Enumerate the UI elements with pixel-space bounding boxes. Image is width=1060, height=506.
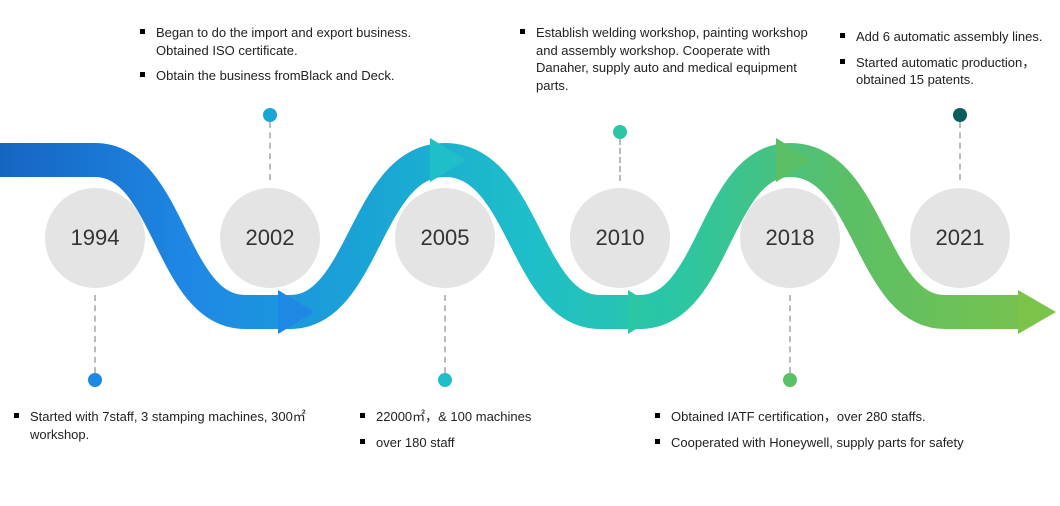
- connector-2010: [619, 139, 621, 181]
- year-label: 2018: [766, 225, 815, 251]
- note-item: Cooperated with Honeywell, supply parts …: [655, 434, 1015, 452]
- year-2005: 2005: [395, 188, 495, 288]
- note-1994: Started with 7staff, 3 stamping machines…: [14, 408, 314, 451]
- note-item: Establish welding workshop, painting wor…: [520, 24, 820, 94]
- note-item: Obtain the business fromBlack and Deck.: [140, 67, 440, 85]
- note-item: 22000㎡，& 100 machines: [360, 408, 610, 426]
- connector-2002: [269, 122, 271, 180]
- dot-2010: [613, 125, 627, 139]
- note-item: Add 6 automatic assembly lines.: [840, 28, 1060, 46]
- year-2002: 2002: [220, 188, 320, 288]
- note-2005: 22000㎡，& 100 machines over 180 staff: [360, 408, 610, 459]
- year-2010: 2010: [570, 188, 670, 288]
- ribbon-path: [0, 160, 1020, 312]
- dot-2005: [438, 373, 452, 387]
- note-2018: Obtained IATF certification，over 280 sta…: [655, 408, 1015, 459]
- note-item: Began to do the import and export busine…: [140, 24, 440, 59]
- connector-2005: [444, 295, 446, 373]
- connector-2021: [959, 122, 961, 180]
- year-label: 2002: [246, 225, 295, 251]
- timeline-container: 1994 2002 2005 2010 2018 2021 Started wi…: [0, 0, 1060, 506]
- dot-2021: [953, 108, 967, 122]
- arrow-end: [1018, 290, 1056, 334]
- year-2021: 2021: [910, 188, 1010, 288]
- connector-2018: [789, 295, 791, 373]
- year-1994: 1994: [45, 188, 145, 288]
- dot-1994: [88, 373, 102, 387]
- note-item: Started automatic production，obtained 15…: [840, 54, 1060, 89]
- year-2018: 2018: [740, 188, 840, 288]
- connector-1994: [94, 295, 96, 373]
- note-2021: Add 6 automatic assembly lines. Started …: [840, 28, 1060, 97]
- dot-2018: [783, 373, 797, 387]
- year-label: 1994: [71, 225, 120, 251]
- year-label: 2005: [421, 225, 470, 251]
- dot-2002: [263, 108, 277, 122]
- note-item: Obtained IATF certification，over 280 sta…: [655, 408, 1015, 426]
- year-label: 2021: [936, 225, 985, 251]
- note-item: Started with 7staff, 3 stamping machines…: [14, 408, 314, 443]
- year-label: 2010: [596, 225, 645, 251]
- note-2010: Establish welding workshop, painting wor…: [520, 24, 820, 102]
- note-2002: Began to do the import and export busine…: [140, 24, 440, 93]
- note-item: over 180 staff: [360, 434, 610, 452]
